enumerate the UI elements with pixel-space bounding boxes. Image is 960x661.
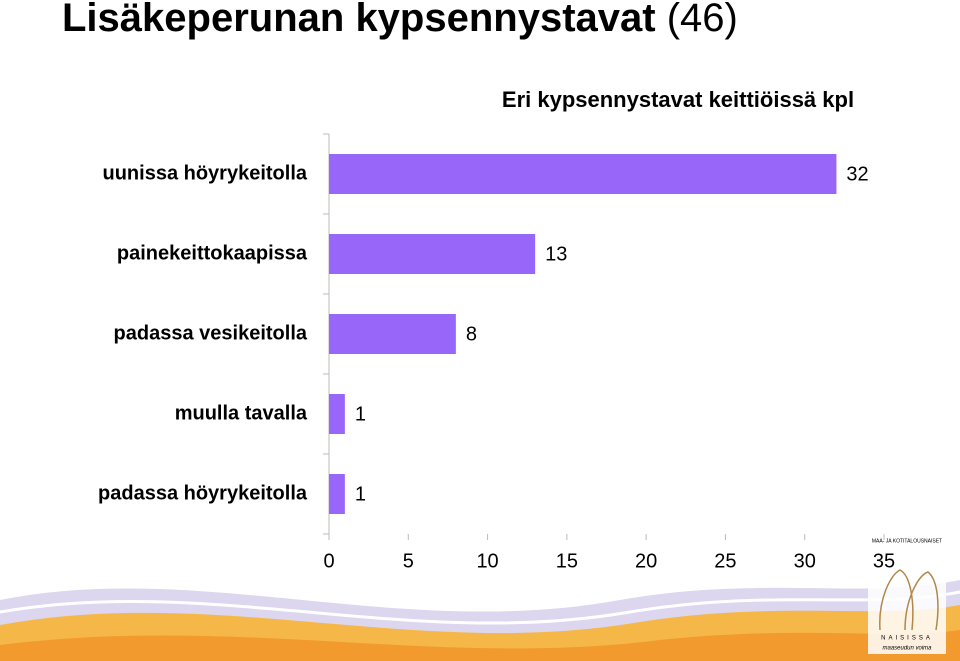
- wave-line: [0, 590, 960, 625]
- logo-bg: [868, 536, 946, 654]
- plot: 0 5 10 15 20 25 30 35 uunissa höyrykeitolla 32 pai…: [98, 133, 895, 572]
- x-tick-label: 25: [714, 550, 736, 572]
- data-label: 1: [355, 483, 366, 505]
- bar: [329, 234, 536, 274]
- wave-decoration: [0, 580, 960, 661]
- y-tick-label: uunissa höyrykeitolla: [102, 162, 307, 184]
- y-tick-label: padassa höyrykeitolla: [98, 482, 308, 504]
- slide-title-main: Lisäkeperunan kypsennystavat: [62, 0, 656, 40]
- x-tick-label: 30: [794, 550, 816, 572]
- data-label: 1: [355, 403, 366, 425]
- data-label: 32: [846, 163, 868, 185]
- x-tick-label: 35: [873, 550, 895, 572]
- logo: MAA- JA KOTITALOUSNAISET NAISISSA maaseu…: [868, 536, 946, 654]
- x-tick-label: 20: [635, 550, 657, 572]
- logo-motto: maaseudun voima: [882, 646, 932, 652]
- slide-title-note: (46): [667, 0, 738, 40]
- y-tick-label: padassa vesikeitolla: [114, 322, 308, 344]
- chart-title: Eri kypsennystavat keittiöissä kpl: [502, 87, 854, 112]
- logo-figures: [879, 569, 939, 631]
- data-label: 13: [545, 243, 567, 265]
- logo-name: NAISISSA: [881, 636, 933, 642]
- bar: [329, 154, 837, 194]
- slide-title: Lisäkeperunan kypsennystavat (46): [62, 0, 738, 40]
- y-tick-label: painekeittokaapissa: [117, 242, 308, 264]
- x-tick-label: 10: [476, 550, 498, 572]
- bar: [329, 474, 345, 514]
- y-tick-label: muulla tavalla: [175, 402, 308, 424]
- bar: [329, 314, 456, 354]
- x-tick-label: 15: [556, 550, 578, 572]
- data-label: 8: [466, 323, 477, 345]
- logo-org: MAA- JA KOTITALOUSNAISET: [872, 538, 942, 544]
- x-tick-label: 0: [323, 550, 334, 572]
- bar: [329, 394, 345, 434]
- wave: [0, 630, 960, 661]
- x-tick-label: 5: [403, 550, 414, 572]
